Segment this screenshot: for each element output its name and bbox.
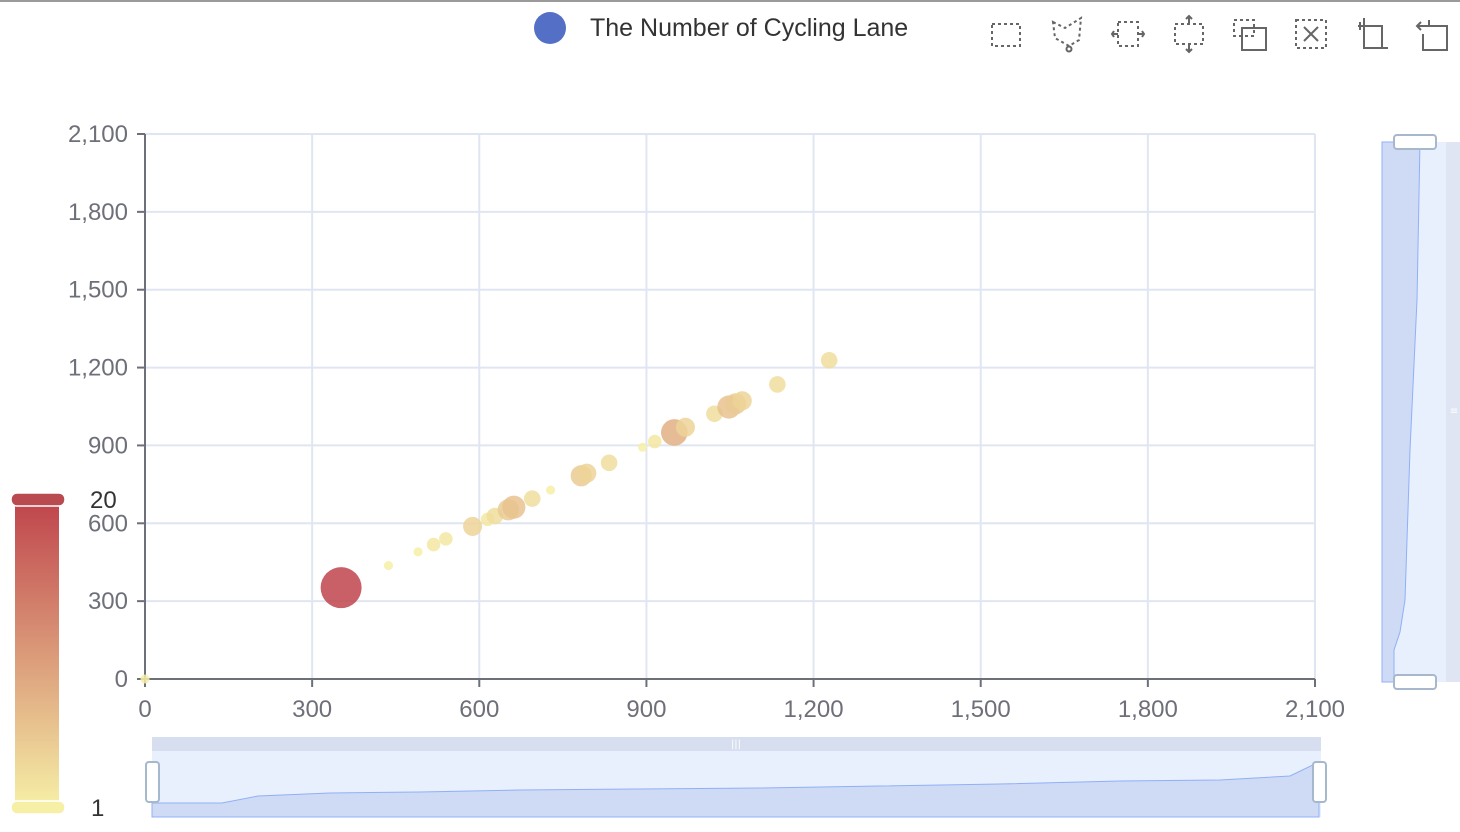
x-datazoom-handle-left[interactable] <box>145 761 160 803</box>
y-tick-label: 0 <box>115 666 128 693</box>
x-tick-label: 1,500 <box>951 696 1011 723</box>
scatter-point[interactable] <box>546 485 556 495</box>
y-tick-label: 1,500 <box>68 277 128 304</box>
scatter-point[interactable] <box>140 674 150 684</box>
x-tick-label: 900 <box>626 696 666 723</box>
scatter-point[interactable] <box>820 352 838 369</box>
toolbox <box>988 14 1451 54</box>
rect-select-icon[interactable] <box>988 14 1024 54</box>
y-datazoom-track <box>1446 142 1460 682</box>
scatter-point[interactable] <box>439 532 453 546</box>
scatter-point[interactable] <box>600 454 618 472</box>
y-tick-label: 900 <box>88 432 128 459</box>
x-tick-label: 1,800 <box>1118 696 1178 723</box>
scatter-point[interactable] <box>320 567 362 609</box>
x-tick-label: 1,200 <box>784 696 844 723</box>
scatter-point[interactable] <box>637 442 648 452</box>
restore-icon[interactable] <box>1354 14 1390 54</box>
chart-axes: 0 300 600 900 1,200 1,500 1,800 2,100 0 300 600 900… <box>68 121 1345 723</box>
zoom-icon[interactable] <box>1232 14 1268 54</box>
scatter-point[interactable] <box>426 537 441 552</box>
lasso-select-icon[interactable] <box>1049 14 1085 54</box>
x-tick-label: 600 <box>459 696 499 723</box>
y-datazoom-slider[interactable]: ≡ <box>1381 134 1460 690</box>
scatter-point[interactable] <box>413 547 423 557</box>
scatter-point[interactable] <box>502 495 526 519</box>
legend-marker <box>534 12 566 44</box>
x-tick-label: 2,100 <box>1285 696 1345 723</box>
x-tick-label: 300 <box>292 696 332 723</box>
scatter-point[interactable] <box>675 417 695 437</box>
scatter-point[interactable] <box>769 376 786 393</box>
x-tick-label: 0 <box>138 696 151 723</box>
y-tick-label: 2,100 <box>68 121 128 148</box>
x-datazoom-grip-icon[interactable]: ||| <box>731 739 741 750</box>
scatter-point[interactable] <box>648 434 662 449</box>
y-tick-label: 1,800 <box>68 199 128 226</box>
visual-map-min-label: 1 <box>91 795 104 822</box>
visual-map-handle-bottom[interactable] <box>10 800 66 815</box>
scatter-point[interactable] <box>523 490 541 507</box>
y-tick-label: 300 <box>88 588 128 615</box>
scatter-point[interactable] <box>463 516 483 536</box>
visual-map[interactable]: 20 1 <box>10 487 117 822</box>
x-datazoom-slider[interactable]: ||| <box>145 737 1327 818</box>
x-datazoom-handle-right[interactable] <box>1312 761 1327 803</box>
scatter-point[interactable] <box>383 561 394 571</box>
y-datazoom-preview-shape <box>1381 141 1421 683</box>
legend-label: The Number of Cycling Lane <box>590 13 909 42</box>
keep-select-icon[interactable] <box>1110 14 1146 54</box>
visual-map-handle-top[interactable] <box>10 492 66 507</box>
visual-map-bar <box>15 500 59 806</box>
scatter-point[interactable] <box>577 463 597 483</box>
y-tick-label: 1,200 <box>68 355 128 382</box>
y-datazoom-handle-bottom[interactable] <box>1393 674 1437 690</box>
visual-map-max-label: 20 <box>90 487 117 514</box>
back-icon[interactable] <box>1415 14 1451 54</box>
y-tick-label: 600 <box>88 510 128 537</box>
scatter-point[interactable] <box>732 391 752 411</box>
x-datazoom-track <box>152 737 1321 751</box>
scatter-series[interactable] <box>140 352 838 684</box>
clear-select-icon[interactable] <box>1171 14 1207 54</box>
legend-item[interactable]: The Number of Cycling Lane <box>534 12 908 44</box>
y-datazoom-grip-icon[interactable]: ≡ <box>1450 406 1458 417</box>
y-datazoom-handle-top[interactable] <box>1393 134 1437 150</box>
zoom-reset-icon[interactable] <box>1293 14 1329 54</box>
window-top-border <box>0 0 1460 2</box>
